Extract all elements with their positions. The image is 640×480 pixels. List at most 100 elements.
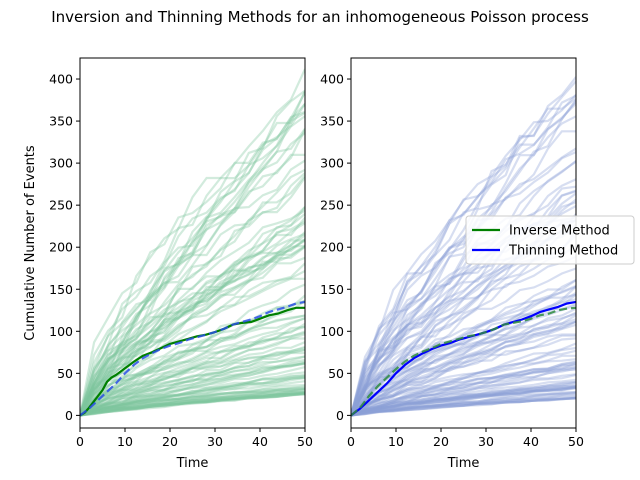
sample-path [80,348,305,417]
legend-label: Thinning Method [508,244,618,259]
series-line-thinning-method [80,300,305,417]
sample-path [351,320,576,417]
y-axis-label: Cumulative Number of Events [23,145,38,341]
sample-path [351,115,576,416]
sample-path [80,388,305,417]
legend-label: Inverse Method [509,224,610,239]
sample-path [80,159,305,416]
sample-path [351,160,576,416]
sample-path [80,375,305,417]
sample-path [80,115,305,416]
sample-path [80,322,305,417]
sample-path [351,284,576,417]
sample-path [80,153,305,416]
sample-path [80,325,305,417]
sample-path [80,244,305,416]
sample-path [80,337,305,417]
sample-path [351,346,576,417]
sample-path [80,386,305,417]
y-tick-label: 200 [320,240,344,255]
sample-path [80,245,305,416]
sample-path [351,333,576,417]
sample-path [351,307,576,417]
sample-path [80,347,305,417]
y-tick-label: 200 [49,240,73,255]
sample-path [80,391,305,417]
sample-path [351,367,576,417]
sample-path [351,391,576,417]
sample-path [351,147,576,416]
panel-inverse: 0 10 20 30 40 50 0 50 100 150 200 250 300 350 400 Time C… [23,57,313,471]
sample-path [80,341,305,417]
sample-path [80,392,305,417]
y-tick-label: 350 [49,114,73,129]
sample-path [351,373,576,417]
sample-path [351,384,576,417]
sample-path [80,361,305,417]
x-tick-label: 50 [297,434,313,449]
sample-path [351,267,576,416]
sample-path [351,334,576,417]
sample-path [80,374,305,417]
sample-path [351,387,576,417]
sample-path [80,68,305,416]
sample-path [351,100,576,416]
sample-path [80,351,305,417]
sample-path [351,94,576,416]
sample-path [351,380,576,417]
sample-path [351,130,576,416]
sample-path [80,373,305,417]
sample-path [80,110,305,416]
sample-path [80,325,305,417]
sample-path [80,317,305,417]
sample-path [351,76,576,416]
sample-path [351,323,576,417]
x-tick-label: 10 [388,434,404,449]
sample-path [80,172,305,416]
sample-path [80,234,305,416]
sample-path [351,363,576,417]
sample-path [80,376,305,417]
x-tick-label: 10 [117,434,133,449]
x-axis-label: Time [447,456,480,471]
sample-path [80,330,305,417]
y-tick-label: 50 [328,366,344,381]
sample-path [80,231,305,416]
sample-path [80,317,305,417]
y-tick-label: 300 [320,156,344,171]
sample-path [351,151,576,416]
sample-path [351,360,576,417]
sample-path [351,349,576,417]
sample-path [80,283,305,417]
sample-path [351,279,576,417]
sample-path [80,89,305,416]
sample-path [80,380,305,417]
sample-path [351,396,576,417]
sample-paths [80,68,305,417]
y-tick-label: 150 [320,282,344,297]
sample-path [80,363,305,417]
sample-path [80,345,305,417]
sample-path [351,318,576,417]
sample-path [80,333,305,417]
sample-path [351,320,576,417]
x-tick-label: 30 [478,434,494,449]
sample-path [80,362,305,417]
legend-box [465,215,635,265]
sample-path [351,378,576,417]
series-line-inverse-method [351,306,576,417]
y-tick-label: 400 [49,72,73,87]
sample-path [80,206,305,416]
sample-path [351,392,576,417]
sample-path [80,362,305,417]
sample-path [80,314,305,417]
chart-title: Inversion and Thinning Methods for an in… [51,8,589,26]
sample-path [80,355,305,417]
sample-path [80,392,305,417]
sample-path [80,393,305,417]
sample-path [351,97,576,416]
sample-path [351,298,576,417]
sample-path [351,385,576,417]
sample-path [351,373,576,417]
